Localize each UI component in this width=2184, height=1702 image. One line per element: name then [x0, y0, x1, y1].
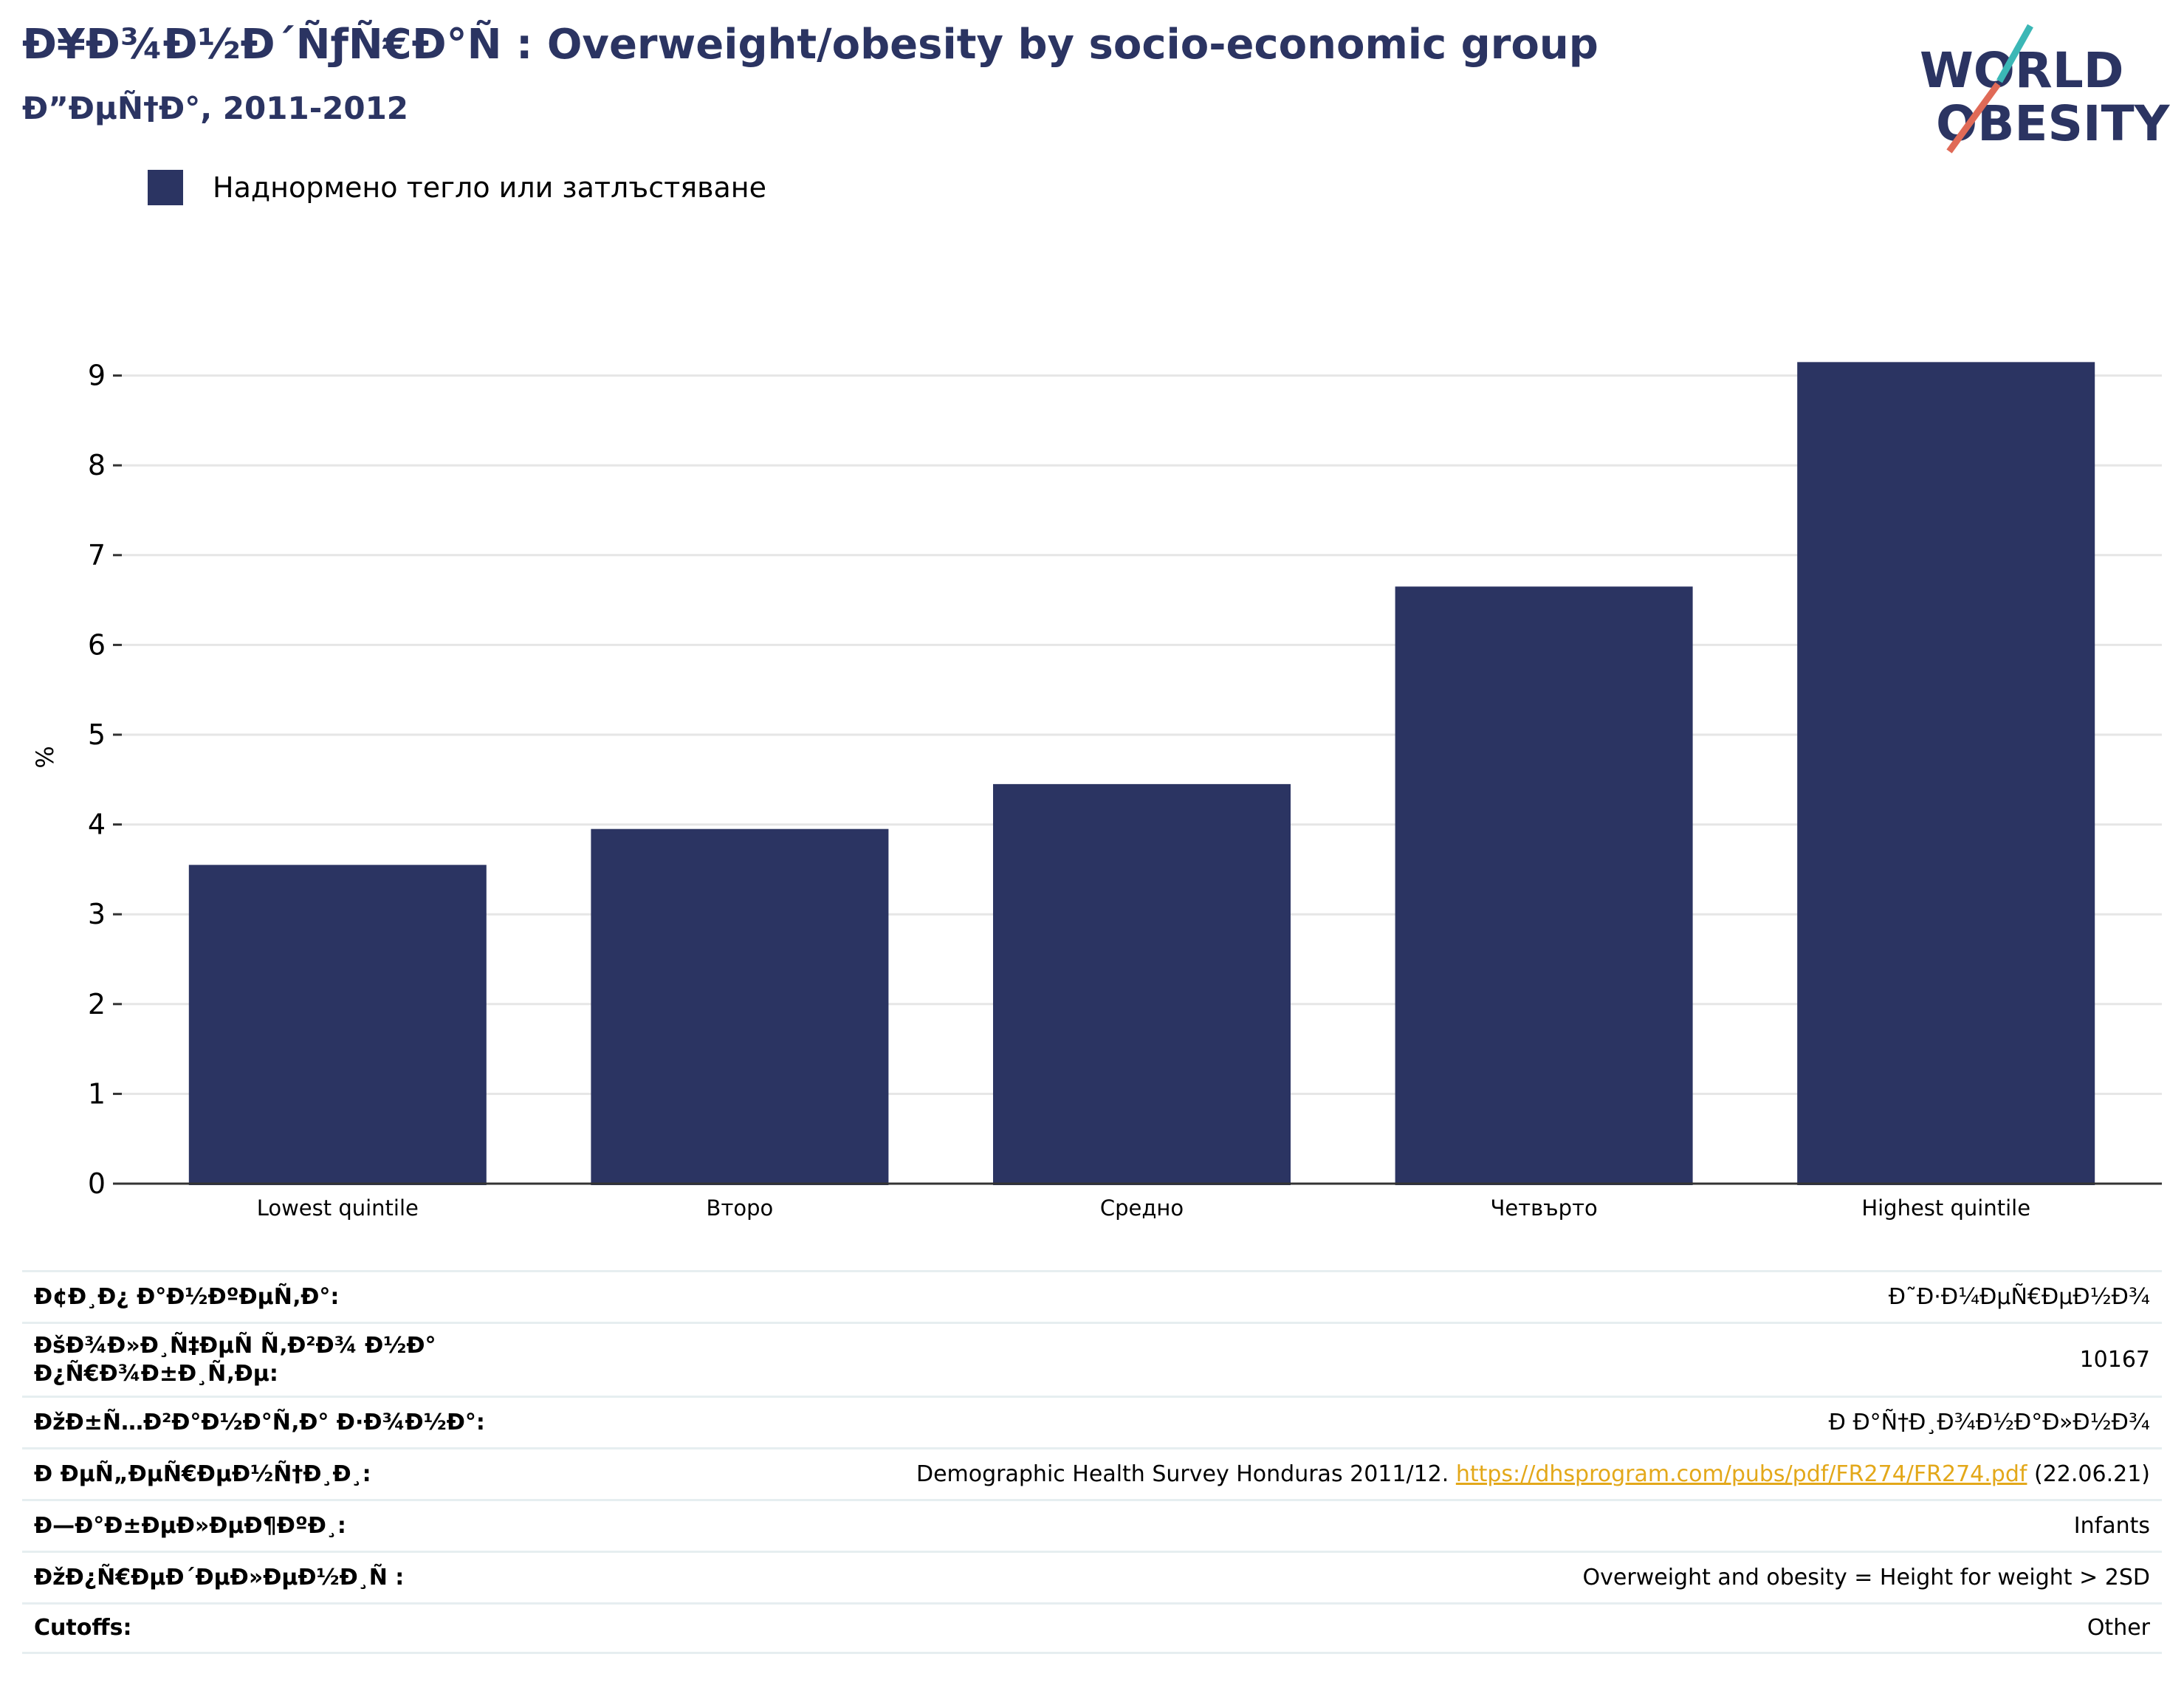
y-tick-label: 5 — [88, 718, 106, 751]
x-tick-label: Lowest quintile — [257, 1195, 419, 1221]
bar-chart: 0 1 2 3 4 5 6 7 8 9 Lowest quintile Второ Средно Чет… — [31, 360, 2162, 1221]
metadata-value-text: 10167 — [2079, 1346, 2150, 1373]
bar[interactable] — [1797, 362, 2095, 1185]
y-tick-label: 8 — [88, 449, 106, 481]
metadata-value-text: Overweight and obesity = Height for weig… — [1582, 1564, 2150, 1591]
legend-label: Наднормено тегло или затлъстяване — [213, 171, 766, 204]
bar[interactable] — [1395, 586, 1693, 1185]
metadata-value: 10167 — [2080, 1346, 2150, 1374]
y-axis-label: % — [31, 746, 59, 768]
logo-slash-teal — [1996, 24, 2033, 83]
logo-line1: WORLD — [1920, 42, 2124, 99]
metadata-key: ÐšÐ¾Ð»Ð¸Ñ‡ÐµÑ Ñ‚Ð²Ð¾ Ð½Ð° Ð¿Ñ€Ð¾Ð±Ð¸Ñ‚Ðµ… — [34, 1332, 436, 1387]
metadata-value-text: Infants — [2073, 1512, 2150, 1539]
y-axis-ticks: 0 1 2 3 4 5 6 7 8 9 — [88, 360, 122, 1200]
metadata-key: Ð—Ð°Ð±ÐµÐ»ÐµÐ¶ÐºÐ¸: — [34, 1512, 346, 1539]
legend-swatch — [148, 170, 183, 205]
x-tick-label: Средно — [1100, 1195, 1184, 1221]
metadata-row: Ð—Ð°Ð±ÐµÐ»ÐµÐ¶ÐºÐ¸: Infants — [22, 1499, 2162, 1551]
metadata-value: Ð Ð°Ñ†Ð¸Ð¾Ð½Ð°Ð»Ð½Ð¾ — [1829, 1409, 2150, 1437]
metadata-row: Cutoffs: Other — [22, 1602, 2162, 1654]
metadata-key: Ð ÐµÑ„ÐµÑ€ÐµÐ½Ñ†Ð¸Ð¸: — [34, 1461, 371, 1487]
world-obesity-logo: WORLD OBESITY — [1920, 24, 2171, 154]
metadata-row: Ð ÐµÑ„ÐµÑ€ÐµÐ½Ñ†Ð¸Ð¸: Demographic Health … — [22, 1447, 2162, 1499]
reference-link[interactable]: https://dhsprogram.com/pubs/pdf/FR274/FR… — [1455, 1461, 2027, 1487]
logo-slash-coral — [1946, 82, 2001, 154]
bar[interactable] — [591, 828, 889, 1185]
bar[interactable] — [188, 865, 487, 1185]
x-tick-label: Highest quintile — [1861, 1195, 2030, 1221]
y-tick-label: 9 — [88, 360, 106, 392]
bars — [188, 362, 2095, 1185]
x-tick-label: Второ — [707, 1195, 774, 1221]
metadata-key: ÐžÐ±Ñ…Ð²Ð°Ð½Ð°Ñ‚Ð° Ð·Ð¾Ð½Ð°: — [34, 1409, 485, 1435]
y-tick-label: 4 — [88, 809, 106, 841]
metadata-row: ÐšÐ¾Ð»Ð¸Ñ‡ÐµÑ Ñ‚Ð²Ð¾ Ð½Ð° Ð¿Ñ€Ð¾Ð±Ð¸Ñ‚Ðµ… — [22, 1322, 2162, 1396]
x-axis-labels: Lowest quintile Второ Средно Четвърто Highes… — [257, 1195, 2030, 1221]
metadata-value: Ð˜Ð·Ð¼ÐµÑ€ÐµÐ½Ð¾ — [1889, 1283, 2150, 1311]
metadata-value-text: Ð Ð°Ñ†Ð¸Ð¾Ð½Ð°Ð»Ð½Ð¾ — [1828, 1409, 2150, 1435]
bar[interactable] — [992, 783, 1291, 1185]
metadata-value-text: Ð˜Ð·Ð¼ÐµÑ€ÐµÐ½Ð¾ — [1888, 1283, 2150, 1310]
y-tick-label: 0 — [88, 1167, 106, 1200]
metadata-value: Demographic Health Survey Honduras 2011/… — [916, 1461, 2150, 1489]
metadata-value: Other — [2087, 1614, 2150, 1642]
metadata-value-text: Demographic Health Survey Honduras 2011/… — [916, 1461, 1449, 1487]
metadata-value: Infants — [2074, 1512, 2150, 1540]
y-tick-label: 6 — [88, 628, 106, 661]
chart-legend: Наднормено тегло или затлъстяване — [148, 170, 766, 205]
x-tick-label: Четвърто — [1490, 1195, 1597, 1221]
y-tick-label: 7 — [88, 539, 106, 572]
chart-title: Ð¥Ð¾Ð½Ð´ÑƒÑ€Ð°Ñ : Overweight/obesity by … — [22, 21, 1598, 69]
metadata-table: Ð¢Ð¸Ð¿ Ð°Ð½ÐºÐµÑ‚Ð°: Ð˜Ð·Ð¼ÐµÑ€ÐµÐ½Ð¾ ÐšÐ¾… — [22, 1270, 2162, 1654]
metadata-row: ÐžÐ¿Ñ€ÐµÐ´ÐµÐ»ÐµÐ½Ð¸Ñ : Overweight and ob… — [22, 1551, 2162, 1602]
metadata-key: Ð¢Ð¸Ð¿ Ð°Ð½ÐºÐµÑ‚Ð°: — [34, 1283, 340, 1310]
logo-line2: OBESITY — [1936, 95, 2171, 152]
metadata-key: Cutoffs: — [34, 1615, 132, 1641]
y-tick-label: 1 — [88, 1077, 106, 1110]
chart-subtitle: Ð”ÐµÑ†Ð°, 2011-2012 — [22, 90, 409, 126]
metadata-value-text: Other — [2087, 1615, 2150, 1641]
y-tick-label: 2 — [88, 988, 106, 1020]
metadata-row: Ð¢Ð¸Ð¿ Ð°Ð½ÐºÐµÑ‚Ð°: Ð˜Ð·Ð¼ÐµÑ€ÐµÐ½Ð¾ — [22, 1270, 2162, 1322]
y-tick-label: 3 — [88, 898, 106, 930]
metadata-key: ÐžÐ¿Ñ€ÐµÐ´ÐµÐ»ÐµÐ½Ð¸Ñ : — [34, 1564, 405, 1591]
metadata-value: Overweight and obesity = Height for weig… — [1583, 1564, 2150, 1592]
metadata-row: ÐžÐ±Ñ…Ð²Ð°Ð½Ð°Ñ‚Ð° Ð·Ð¾Ð½Ð°: Ð Ð°Ñ†Ð¸Ð¾Ð½… — [22, 1396, 2162, 1447]
reference-date: (22.06.21) — [2033, 1461, 2150, 1487]
